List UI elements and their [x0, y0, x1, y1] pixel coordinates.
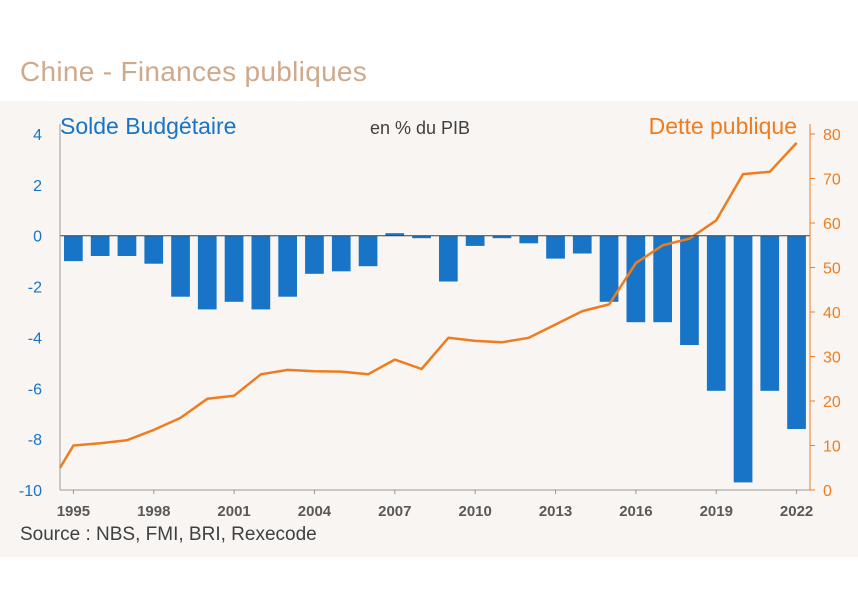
- x-tick-label: 1995: [57, 503, 90, 520]
- x-tick-label: 2022: [780, 503, 813, 520]
- bar-2007: [385, 233, 405, 236]
- x-tick-label: 2019: [700, 503, 733, 520]
- bar-2018: [680, 235, 699, 345]
- x-tick-label: 2016: [619, 503, 652, 520]
- bar-2022: [787, 235, 806, 429]
- right-tick-label: 80: [823, 127, 841, 144]
- bar-2001: [224, 235, 244, 302]
- left-tick-label: -2: [28, 280, 42, 297]
- bar-2005: [331, 235, 351, 272]
- bar-1997: [117, 235, 137, 256]
- x-tick-label: 2007: [378, 503, 411, 520]
- left-tick-label: -8: [28, 432, 42, 449]
- x-tick-label: 2013: [539, 503, 572, 520]
- bar-2016: [626, 235, 646, 323]
- x-tick-label: 2010: [458, 503, 491, 520]
- bar-2013: [546, 235, 565, 259]
- left-tick-label: 2: [33, 178, 42, 195]
- bar-1995: [64, 235, 83, 262]
- left-tick-label: -4: [28, 330, 42, 347]
- bar-2002: [251, 235, 271, 310]
- bar-2004: [305, 235, 324, 274]
- unit-label: en % du PIB: [370, 118, 470, 138]
- bar-2010: [465, 235, 485, 246]
- left-tick-label: 0: [33, 229, 42, 246]
- right-tick-label: 70: [823, 172, 841, 189]
- bar-2017: [653, 235, 672, 323]
- right-tick-label: 10: [823, 439, 841, 456]
- bar-2015: [599, 235, 619, 302]
- bar-2000: [197, 235, 217, 310]
- x-tick-label: 2004: [298, 503, 332, 520]
- left-tick-label: -6: [28, 381, 42, 398]
- left-tick-label: -10: [19, 483, 42, 500]
- bar-1999: [171, 235, 190, 297]
- bar-2021: [760, 235, 780, 391]
- bar-2009: [439, 235, 458, 282]
- right-tick-label: 40: [823, 305, 841, 322]
- left-tick-label: 4: [33, 127, 42, 144]
- right-tick-label: 0: [823, 483, 832, 500]
- page-title: Chine - Finances publiques: [20, 56, 368, 87]
- left-series-label: Solde Budgétaire: [60, 113, 236, 139]
- bar-2012: [519, 235, 539, 244]
- debt-line: [58, 142, 798, 469]
- right-tick-label: 60: [823, 216, 841, 233]
- bar-1996: [90, 235, 110, 256]
- source-note: Source : NBS, FMI, BRI, Rexecode: [20, 524, 317, 545]
- right-tick-label: 20: [823, 394, 841, 411]
- bar-1998: [144, 235, 164, 264]
- x-tick-label: 2001: [217, 503, 250, 520]
- bar-2020: [733, 235, 753, 483]
- right-tick-label: 50: [823, 261, 841, 278]
- bar-2011: [492, 235, 512, 239]
- right-tick-label: 30: [823, 350, 841, 367]
- bar-2003: [278, 235, 297, 297]
- right-series-label: Dette publique: [649, 113, 797, 139]
- bar-2014: [572, 235, 592, 254]
- x-tick-label: 1998: [137, 503, 170, 520]
- bar-2006: [358, 235, 378, 267]
- bar-2019: [706, 235, 726, 391]
- bar-2008: [412, 235, 431, 239]
